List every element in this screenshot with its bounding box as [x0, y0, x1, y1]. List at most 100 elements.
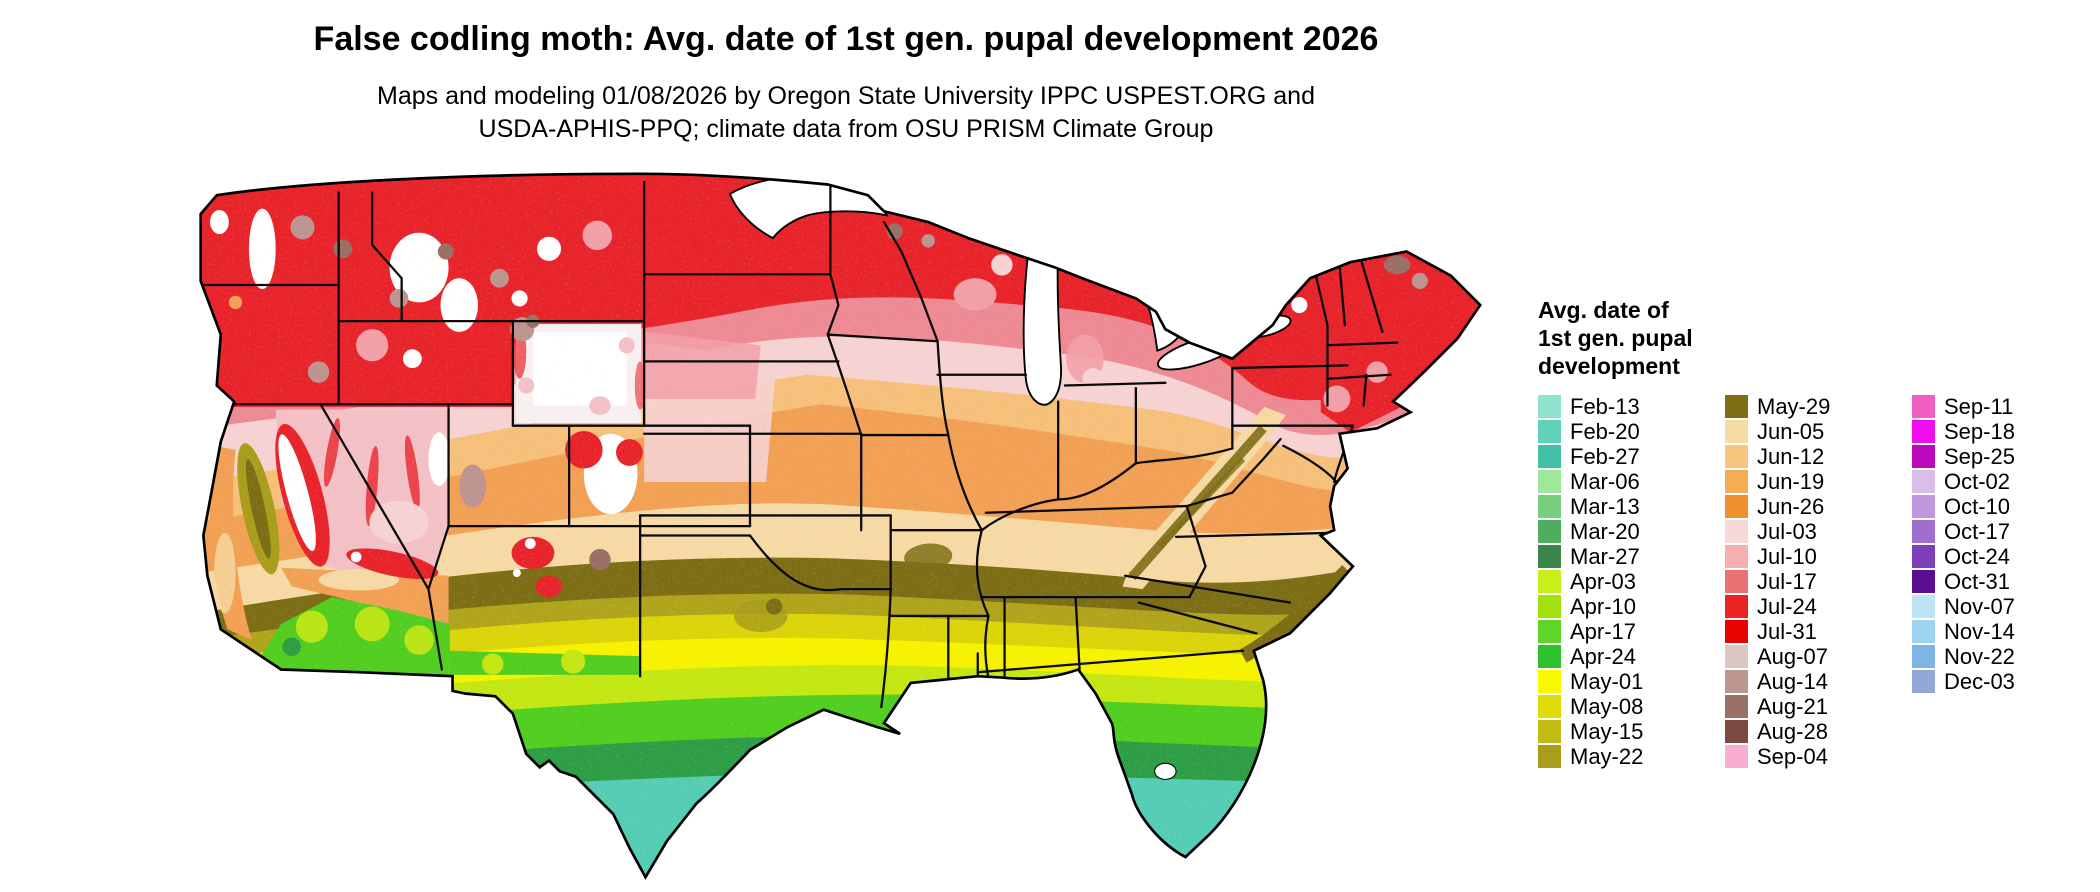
- legend-date-label: Oct-24: [1944, 543, 2011, 569]
- legend-column-3: Sep-11 Sep-18 Sep-25 Oct-02: [1912, 394, 2015, 769]
- legend-date-label: Sep-18: [1944, 418, 2015, 444]
- legend-item: Mar-20: [1538, 519, 1725, 544]
- legend-date-label: Feb-20: [1570, 418, 1640, 444]
- legend-date-label: Jun-05: [1757, 418, 1825, 444]
- legend-color-swatch: [1538, 470, 1561, 493]
- page-title: False codling moth: Avg. date of 1st gen…: [313, 20, 1379, 58]
- legend-item: Apr-24: [1538, 644, 1725, 669]
- legend-item: Nov-22: [1912, 644, 2015, 669]
- legend-item: Jul-10: [1725, 544, 1912, 569]
- legend-item: Aug-21: [1725, 694, 1912, 719]
- legend-item: May-22: [1538, 744, 1725, 769]
- legend-color-swatch: [1725, 445, 1748, 468]
- legend-item: Mar-13: [1538, 494, 1725, 519]
- legend-item: May-01: [1538, 669, 1725, 694]
- legend-date-label: Dec-03: [1944, 668, 2015, 694]
- us-map-svg: [199, 172, 1482, 880]
- legend-item: Oct-17: [1912, 519, 2015, 544]
- legend-color-swatch: [1725, 720, 1748, 743]
- us-map: [198, 171, 1507, 884]
- legend-item: Feb-27: [1538, 444, 1725, 469]
- legend-item: Apr-03: [1538, 569, 1725, 594]
- legend-color-swatch: [1725, 420, 1748, 443]
- legend-color-swatch: [1725, 695, 1748, 718]
- legend-date-label: Jul-10: [1757, 543, 1817, 569]
- legend-date-label: Feb-13: [1570, 393, 1640, 419]
- legend-color-swatch: [1725, 670, 1748, 693]
- legend-date-label: May-01: [1570, 668, 1644, 694]
- legend-color-swatch: [1912, 570, 1935, 593]
- legend-color-swatch: [1725, 520, 1748, 543]
- legend-color-swatch: [1538, 745, 1561, 768]
- legend-column-1: Feb-13 Feb-20 Feb-27 Mar-06: [1538, 394, 1725, 769]
- legend-color-swatch: [1912, 470, 1935, 493]
- legend-color-swatch: [1912, 445, 1935, 468]
- legend-date-label: Jun-26: [1757, 493, 1825, 519]
- legend-color-swatch: [1538, 445, 1561, 468]
- legend-color-swatch: [1912, 670, 1935, 693]
- subtitle-line-2: USDA-APHIS-PPQ; climate data from OSU PR…: [478, 115, 1214, 143]
- legend-date-label: Aug-14: [1757, 668, 1828, 694]
- legend-color-swatch: [1912, 395, 1935, 418]
- legend-color-swatch: [1538, 720, 1561, 743]
- legend-item: Feb-20: [1538, 419, 1725, 444]
- legend-date-label: Jun-12: [1757, 443, 1825, 469]
- legend-color-swatch: [1538, 420, 1561, 443]
- legend-color-swatch: [1538, 595, 1561, 618]
- legend-item: Jul-17: [1725, 569, 1912, 594]
- legend-color-swatch: [1725, 545, 1748, 568]
- legend-item: Jun-05: [1725, 419, 1912, 444]
- legend-item: Mar-27: [1538, 544, 1725, 569]
- legend-date-label: Nov-07: [1944, 593, 2015, 619]
- legend-color-swatch: [1725, 620, 1748, 643]
- legend-date-label: Oct-31: [1944, 568, 2011, 594]
- legend-date-label: Jul-03: [1757, 518, 1817, 544]
- legend-item: Jul-03: [1725, 519, 1912, 544]
- legend-item: Jun-26: [1725, 494, 1912, 519]
- legend-color-swatch: [1912, 545, 1935, 568]
- legend-date-label: Apr-03: [1570, 568, 1637, 594]
- legend-date-label: May-29: [1757, 393, 1831, 419]
- lake-okeechobee: [1154, 762, 1177, 780]
- legend-item: Nov-07: [1912, 594, 2015, 619]
- legend-color-swatch: [1725, 595, 1748, 618]
- legend-color-swatch: [1538, 695, 1561, 718]
- legend-date-label: Jul-17: [1757, 568, 1817, 594]
- legend-item: Sep-11: [1912, 394, 2015, 419]
- legend-date-label: Aug-28: [1757, 718, 1828, 744]
- legend-item: Sep-04: [1725, 744, 1912, 769]
- legend-color-swatch: [1912, 420, 1935, 443]
- legend-item: Dec-03: [1912, 669, 2015, 694]
- legend-date-label: Jul-31: [1757, 618, 1817, 644]
- legend-date-label: Jun-19: [1757, 468, 1825, 494]
- legend-item: May-08: [1538, 694, 1725, 719]
- legend-color-swatch: [1538, 570, 1561, 593]
- legend-date-label: Oct-17: [1944, 518, 2011, 544]
- legend-date-label: Mar-27: [1570, 543, 1640, 569]
- legend-date-label: Oct-02: [1944, 468, 2011, 494]
- legend-item: Aug-14: [1725, 669, 1912, 694]
- legend-date-label: Mar-06: [1570, 468, 1640, 494]
- legend-item: Apr-17: [1538, 619, 1725, 644]
- legend-color-swatch: [1912, 495, 1935, 518]
- state-borders: [200, 175, 1399, 715]
- legend-item: Sep-25: [1912, 444, 2015, 469]
- legend-columns: Feb-13 Feb-20 Feb-27 Mar-06: [1538, 394, 2015, 769]
- legend-column-2: May-29 Jun-05 Jun-12 Jun-19: [1725, 394, 1912, 769]
- legend-date-label: Mar-20: [1570, 518, 1640, 544]
- legend-color-swatch: [1725, 495, 1748, 518]
- legend-item: Jun-12: [1725, 444, 1912, 469]
- map-legend: Avg. date of 1st gen. pupal development …: [1538, 296, 2015, 769]
- legend-date-label: Oct-10: [1944, 493, 2011, 519]
- legend-date-label: Sep-11: [1944, 393, 2014, 419]
- legend-date-label: Apr-17: [1570, 618, 1637, 644]
- legend-item: Aug-28: [1725, 719, 1912, 744]
- legend-item: Mar-06: [1538, 469, 1725, 494]
- legend-date-label: Sep-04: [1757, 743, 1828, 769]
- legend-item: Oct-02: [1912, 469, 2015, 494]
- legend-color-swatch: [1538, 545, 1561, 568]
- legend-color-swatch: [1538, 645, 1561, 668]
- legend-item: Nov-14: [1912, 619, 2015, 644]
- legend-item: May-29: [1725, 394, 1912, 419]
